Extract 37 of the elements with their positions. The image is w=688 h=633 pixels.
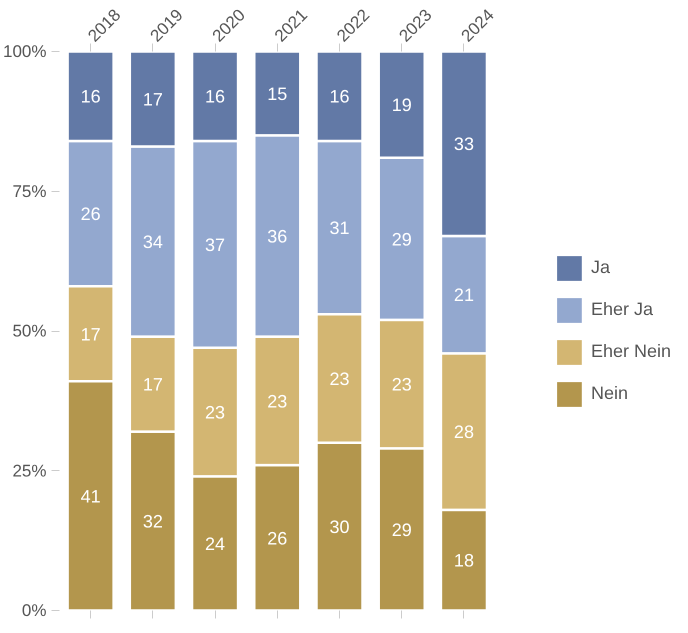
- data-label: 29: [392, 520, 412, 540]
- data-label: 31: [329, 218, 350, 238]
- data-label: 16: [329, 86, 350, 107]
- data-label: 18: [454, 550, 474, 571]
- y-tick-label: 100%: [3, 42, 47, 61]
- legend-label: Eher Nein: [590, 341, 671, 362]
- data-label: 15: [267, 84, 288, 104]
- data-label: 30: [329, 517, 350, 538]
- data-label: 17: [142, 374, 163, 395]
- data-label: 26: [267, 528, 288, 548]
- data-label: 29: [392, 229, 412, 250]
- y-tick-label: 25%: [12, 461, 47, 480]
- data-label: 19: [392, 95, 412, 116]
- data-label: 17: [142, 90, 163, 110]
- data-label: 23: [267, 391, 288, 412]
- data-label: 23: [329, 369, 350, 390]
- data-label: 26: [80, 204, 101, 224]
- y-tick-label: 50%: [12, 322, 47, 340]
- legend-label: Ja: [590, 257, 611, 278]
- data-label: 28: [454, 422, 474, 442]
- data-label: 23: [392, 374, 412, 395]
- y-tick-label: 75%: [12, 182, 47, 201]
- y-tick-label: 0%: [22, 601, 47, 620]
- data-label: 24: [205, 534, 226, 554]
- data-label: 36: [267, 226, 288, 246]
- data-label: 17: [80, 324, 101, 344]
- data-label: 23: [205, 402, 226, 423]
- legend-label: Nein: [590, 383, 628, 404]
- data-label: 21: [454, 285, 474, 306]
- data-label: 41: [80, 486, 101, 506]
- data-label: 16: [80, 86, 101, 107]
- data-label: 37: [205, 234, 226, 255]
- data-label: 33: [454, 134, 474, 154]
- data-label: 32: [142, 512, 163, 532]
- data-label: 16: [205, 86, 226, 107]
- legend-label: Eher Ja: [590, 299, 653, 320]
- data-label: 34: [142, 232, 163, 252]
